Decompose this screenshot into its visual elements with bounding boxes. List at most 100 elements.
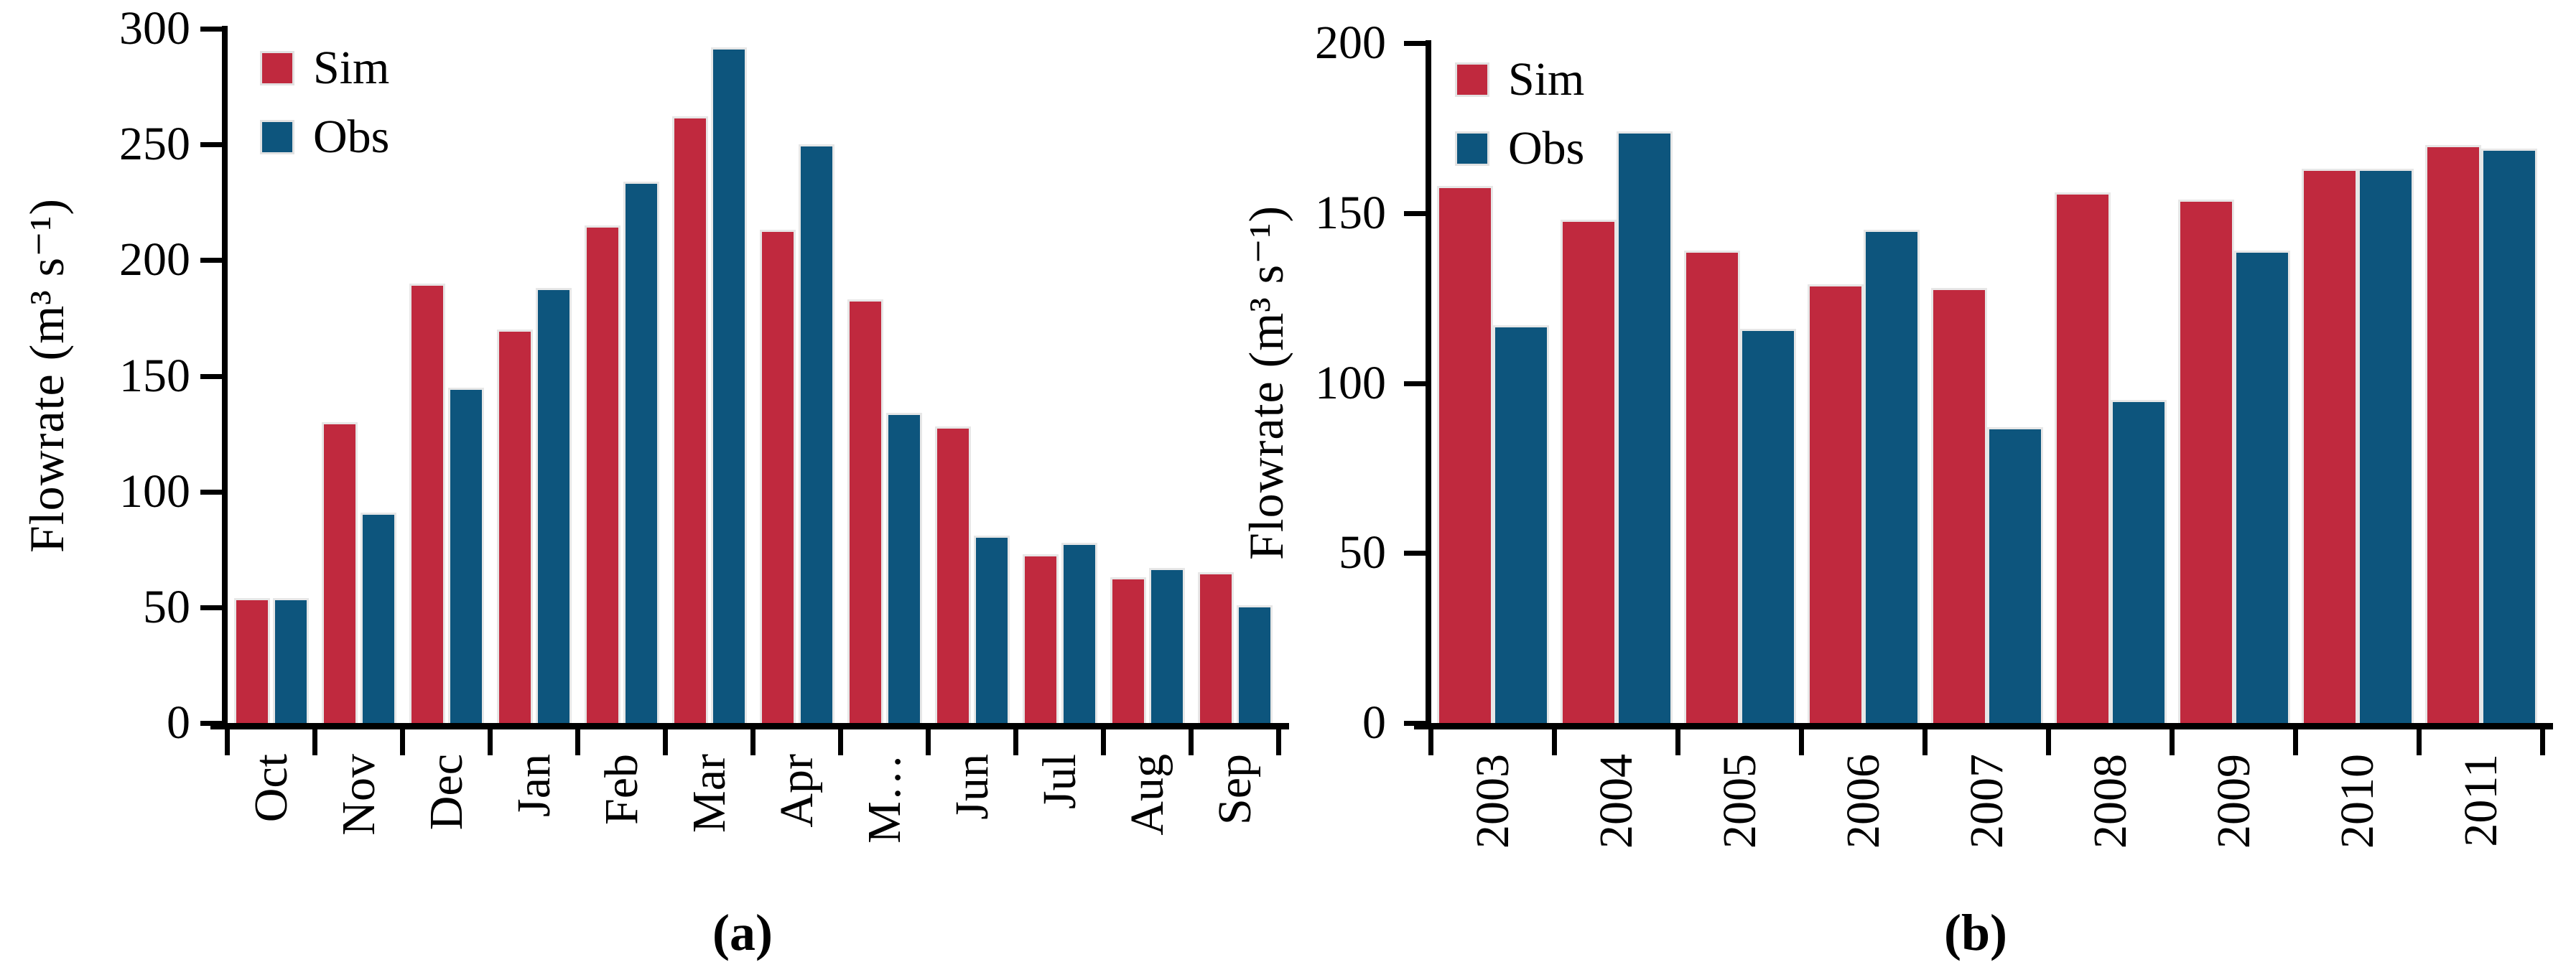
x-tick-label-2008: 2008 xyxy=(2084,754,2136,849)
x-tick-label-2011: 2011 xyxy=(2455,754,2507,847)
y-tick-mark xyxy=(200,27,222,32)
legend-swatch-obs xyxy=(260,120,294,154)
y-tick-mark xyxy=(1404,381,1426,386)
bar-sim-2011 xyxy=(2425,145,2481,723)
bar-sim-Mar xyxy=(672,116,708,723)
bar-obs-2011 xyxy=(2481,148,2537,723)
bar-sim-Feb xyxy=(585,225,620,723)
bar-obs-Aug xyxy=(1149,568,1185,723)
bar-sim-Nov xyxy=(322,421,358,723)
y-axis-line xyxy=(1426,40,1431,726)
x-tick-mark xyxy=(1799,729,1804,755)
bar-obs-Dec xyxy=(448,387,484,723)
bar-sim-Apr xyxy=(760,230,796,723)
y-tick-mark xyxy=(200,373,222,379)
x-tick-mark xyxy=(1101,729,1106,755)
bar-sim-2010 xyxy=(2302,169,2358,723)
y-tick-mark xyxy=(1404,721,1426,726)
caption-b: (b) xyxy=(1944,904,2007,961)
bar-sim-Aug xyxy=(1110,577,1146,723)
y-tick-mark xyxy=(200,721,222,726)
bar-obs-2006 xyxy=(1864,230,1920,723)
bar-sim-Dec xyxy=(409,283,445,723)
y-tick-mark xyxy=(200,258,222,263)
y-tick-mark xyxy=(1404,551,1426,556)
x-tick-mark xyxy=(750,729,755,755)
y-tick-label: 200 xyxy=(119,233,190,286)
bar-sim-Sep xyxy=(1198,572,1234,723)
y-tick-label: 50 xyxy=(143,580,190,633)
y-tick-label: 100 xyxy=(1315,356,1386,409)
bar-obs-2008 xyxy=(2111,400,2167,723)
y-tick-mark xyxy=(200,489,222,495)
bar-obs-Sep xyxy=(1237,605,1273,723)
x-tick-label-2010: 2010 xyxy=(2331,754,2384,849)
legend-swatch-sim xyxy=(1455,62,1489,97)
legend-label-obs: Obs xyxy=(313,111,390,163)
y-tick-label: 150 xyxy=(119,349,190,402)
bar-obs-2004 xyxy=(1617,131,1673,723)
x-tick-mark xyxy=(400,729,405,755)
bar-sim-Jul xyxy=(1023,554,1059,723)
x-tick-mark xyxy=(2417,729,2422,755)
bar-sim-2005 xyxy=(1684,250,1740,723)
bar-obs-Jun xyxy=(974,535,1010,723)
x-tick-mark xyxy=(2170,729,2175,755)
legend-label-sim: Sim xyxy=(313,42,390,94)
legend-swatch-sim xyxy=(260,51,294,85)
bar-sim-2003 xyxy=(1437,185,1493,723)
y-tick-label: 0 xyxy=(1362,696,1386,749)
x-tick-mark xyxy=(312,729,317,755)
legend-item-obs: Obs xyxy=(1455,125,1584,172)
x-tick-mark xyxy=(1675,729,1680,755)
x-tick-mark xyxy=(2293,729,2298,755)
caption-a: (a) xyxy=(712,904,773,961)
x-tick-mark xyxy=(2540,729,2545,755)
x-tick-label-2005: 2005 xyxy=(1714,754,1766,849)
x-tick-mark xyxy=(2046,729,2051,755)
y-tick-label: 250 xyxy=(119,118,190,171)
bar-sim-2008 xyxy=(2055,192,2111,723)
legend-swatch-obs xyxy=(1455,131,1489,166)
y-tick-mark xyxy=(200,142,222,148)
x-tick-mark xyxy=(838,729,843,755)
legend-label-obs: Obs xyxy=(1508,122,1585,174)
x-tick-mark xyxy=(1276,729,1281,755)
y-tick-label: 150 xyxy=(1315,186,1386,239)
x-axis-line xyxy=(1414,723,2553,729)
bar-sim-2006 xyxy=(1808,284,1864,723)
bar-obs-Apr xyxy=(799,144,834,723)
x-axis-line xyxy=(210,723,1289,729)
y-axis-line xyxy=(222,26,228,726)
x-tick-mark xyxy=(225,729,230,755)
bar-obs-Nov xyxy=(361,512,396,723)
x-tick-mark xyxy=(575,729,580,755)
x-tick-mark xyxy=(1428,729,1433,755)
y-tick-label: 200 xyxy=(1315,17,1386,69)
legend-a: Sim Obs xyxy=(260,45,389,161)
legend-item-obs: Obs xyxy=(260,113,389,161)
y-tick-label: 100 xyxy=(119,465,190,518)
x-tick-label-2003: 2003 xyxy=(1466,754,1519,849)
x-tick-label-2006: 2006 xyxy=(1837,754,1889,849)
x-tick-mark xyxy=(1922,729,1928,755)
y-tick-label: 300 xyxy=(119,2,190,55)
x-tick-mark xyxy=(488,729,493,755)
y-tick-label: 50 xyxy=(1339,526,1386,579)
bar-obs-Jan xyxy=(536,288,572,723)
bar-sim-2009 xyxy=(2178,199,2234,723)
bar-sim-2004 xyxy=(1561,220,1617,723)
bar-obs-2005 xyxy=(1740,328,1796,723)
y-tick-mark xyxy=(1404,41,1426,46)
x-tick-mark xyxy=(663,729,668,755)
bar-sim-M… xyxy=(847,299,883,723)
bar-obs-Feb xyxy=(623,181,659,723)
bar-sim-2007 xyxy=(1931,287,1987,723)
x-tick-mark xyxy=(926,729,931,755)
bar-sim-Jan xyxy=(497,330,533,723)
x-tick-label-2009: 2009 xyxy=(2208,754,2260,849)
bar-obs-2007 xyxy=(1987,427,2043,723)
y-tick-mark xyxy=(1404,210,1426,216)
legend-item-sim: Sim xyxy=(1455,56,1584,103)
